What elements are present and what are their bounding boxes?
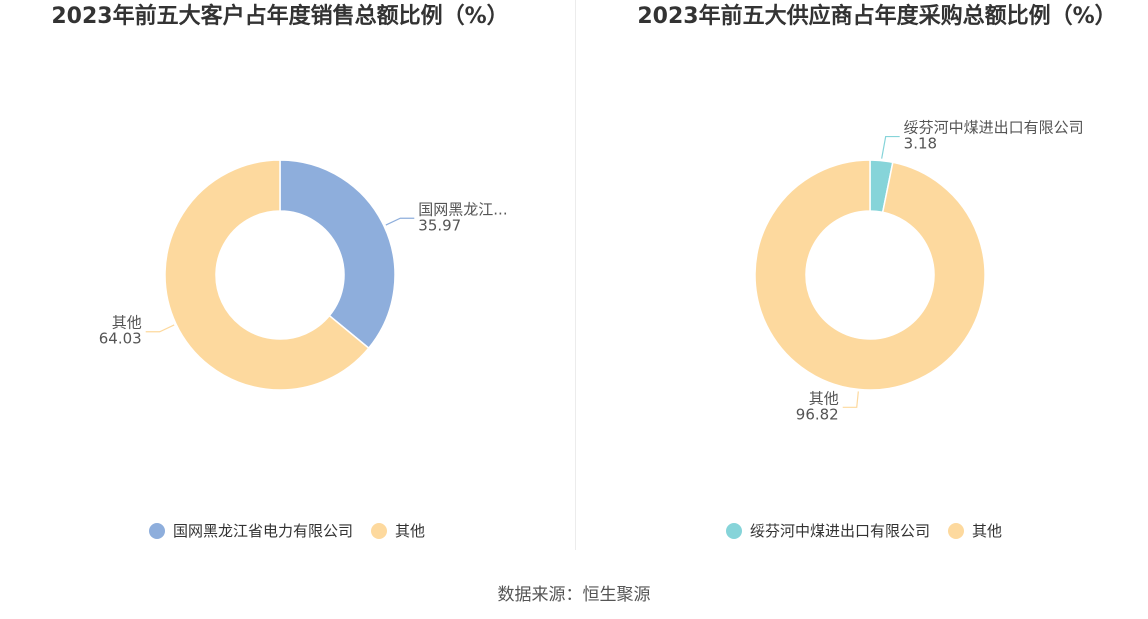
supplier-legend: 绥芬河中煤进出口有限公司 其他 <box>577 520 1148 541</box>
slice-value-label: 64.03 <box>99 330 142 348</box>
slice-name-label: 其他 <box>809 389 839 407</box>
pie-slice[interactable] <box>279 159 396 350</box>
customer-legend: 国网黑龙江省电力有限公司 其他 <box>0 520 574 541</box>
leader-line <box>385 217 415 226</box>
panel-divider <box>575 0 576 550</box>
legend-label: 国网黑龙江省电力有限公司 <box>172 522 353 540</box>
slice-value-label: 3.18 <box>904 135 937 153</box>
legend-dot-icon <box>371 522 387 539</box>
legend-item-customer-1[interactable]: 其他 <box>371 520 425 541</box>
pie-slice[interactable] <box>754 159 986 391</box>
legend-item-customer-0[interactable]: 国网黑龙江省电力有限公司 <box>148 520 353 541</box>
slice-value-label: 35.97 <box>418 216 461 234</box>
legend-item-supplier-1[interactable]: 其他 <box>948 520 1002 541</box>
legend-label: 其他 <box>395 522 426 540</box>
pie-slice[interactable] <box>164 159 370 391</box>
supplier-chart-title: 2023年前五大供应商占年度采购总额比例（%） <box>637 4 1117 29</box>
leader-line <box>881 135 900 159</box>
slice-value-label: 96.82 <box>796 405 839 423</box>
slice-name-label: 国网黑龙江... <box>418 200 507 218</box>
supplier-chart-panel: 2023年前五大供应商占年度采购总额比例（%） 绥芬河中煤进出口有限公司 3.18… <box>577 0 1148 560</box>
legend-dot-icon <box>725 522 742 539</box>
legend-label: 其他 <box>972 522 1003 540</box>
legend-dot-icon <box>948 522 964 539</box>
data-source-note: 数据来源：恒生聚源 <box>497 585 651 605</box>
leader-line <box>842 391 859 408</box>
slice-name-label: 其他 <box>112 314 142 332</box>
slice-name-label: 绥芬河中煤进出口有限公司 <box>904 119 1084 137</box>
legend-dot-icon <box>148 522 165 539</box>
legend-item-supplier-0[interactable]: 绥芬河中煤进出口有限公司 <box>725 520 930 541</box>
customer-chart-title: 2023年前五大客户占年度销售总额比例（%） <box>51 4 509 29</box>
customer-chart-panel: 2023年前五大客户占年度销售总额比例（%） 国网黑龙江... 35.97 其他 64… <box>0 0 574 560</box>
legend-label: 绥芬河中煤进出口有限公司 <box>749 522 930 540</box>
leader-line <box>145 324 175 333</box>
